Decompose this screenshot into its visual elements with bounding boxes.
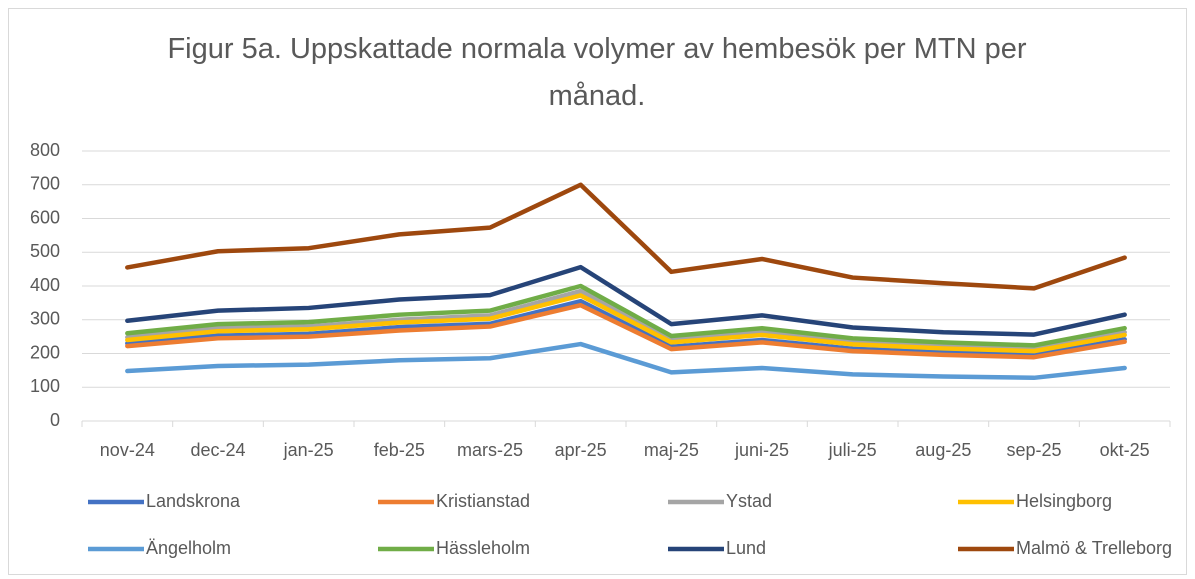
x-tick-label: juni-25 bbox=[734, 440, 789, 460]
x-tick-label: mars-25 bbox=[457, 440, 523, 460]
y-tick-label: 400 bbox=[30, 275, 60, 295]
x-tick-label: nov-24 bbox=[100, 440, 155, 460]
legend-label: Ystad bbox=[726, 491, 772, 511]
x-tick-label: juli-25 bbox=[828, 440, 877, 460]
series-line bbox=[125, 293, 1127, 354]
series-line bbox=[125, 288, 1127, 351]
x-tick-label: dec-24 bbox=[190, 440, 245, 460]
chart-title: Figur 5a. Uppskattade normala volymer av… bbox=[167, 33, 1027, 112]
y-tick-label: 100 bbox=[30, 376, 60, 396]
legend-label: Hässleholm bbox=[436, 538, 530, 558]
x-tick-label: aug-25 bbox=[915, 440, 971, 460]
x-tick-label: apr-25 bbox=[555, 440, 607, 460]
x-tick-label: feb-25 bbox=[374, 440, 425, 460]
y-tick-label: 200 bbox=[30, 342, 60, 362]
series-line bbox=[125, 302, 1127, 360]
y-tick-label: 700 bbox=[30, 174, 60, 194]
y-tick-label: 500 bbox=[30, 241, 60, 261]
y-tick-label: 300 bbox=[30, 309, 60, 329]
x-tick-label: sep-25 bbox=[1006, 440, 1061, 460]
x-tick-label: maj-25 bbox=[644, 440, 699, 460]
series-line bbox=[125, 298, 1127, 358]
legend-label: Ängelholm bbox=[146, 538, 231, 558]
x-tick-label: okt-25 bbox=[1100, 440, 1150, 460]
y-tick-label: 800 bbox=[30, 140, 60, 160]
x-tick-label: jan-25 bbox=[283, 440, 334, 460]
chart-border bbox=[8, 8, 1187, 575]
y-tick-label: 0 bbox=[50, 410, 60, 430]
y-tick-label: 600 bbox=[30, 207, 60, 227]
series-line bbox=[125, 341, 1127, 381]
series-line bbox=[125, 182, 1127, 291]
legend-label: Malmö & Trelleborg bbox=[1016, 538, 1172, 558]
legend-label: Helsingborg bbox=[1016, 491, 1112, 511]
legend-label: Lund bbox=[726, 538, 766, 558]
series-line bbox=[125, 264, 1127, 337]
series-line bbox=[125, 283, 1127, 348]
legend-label: Landskrona bbox=[146, 491, 241, 511]
legend-label: Kristianstad bbox=[436, 491, 530, 511]
